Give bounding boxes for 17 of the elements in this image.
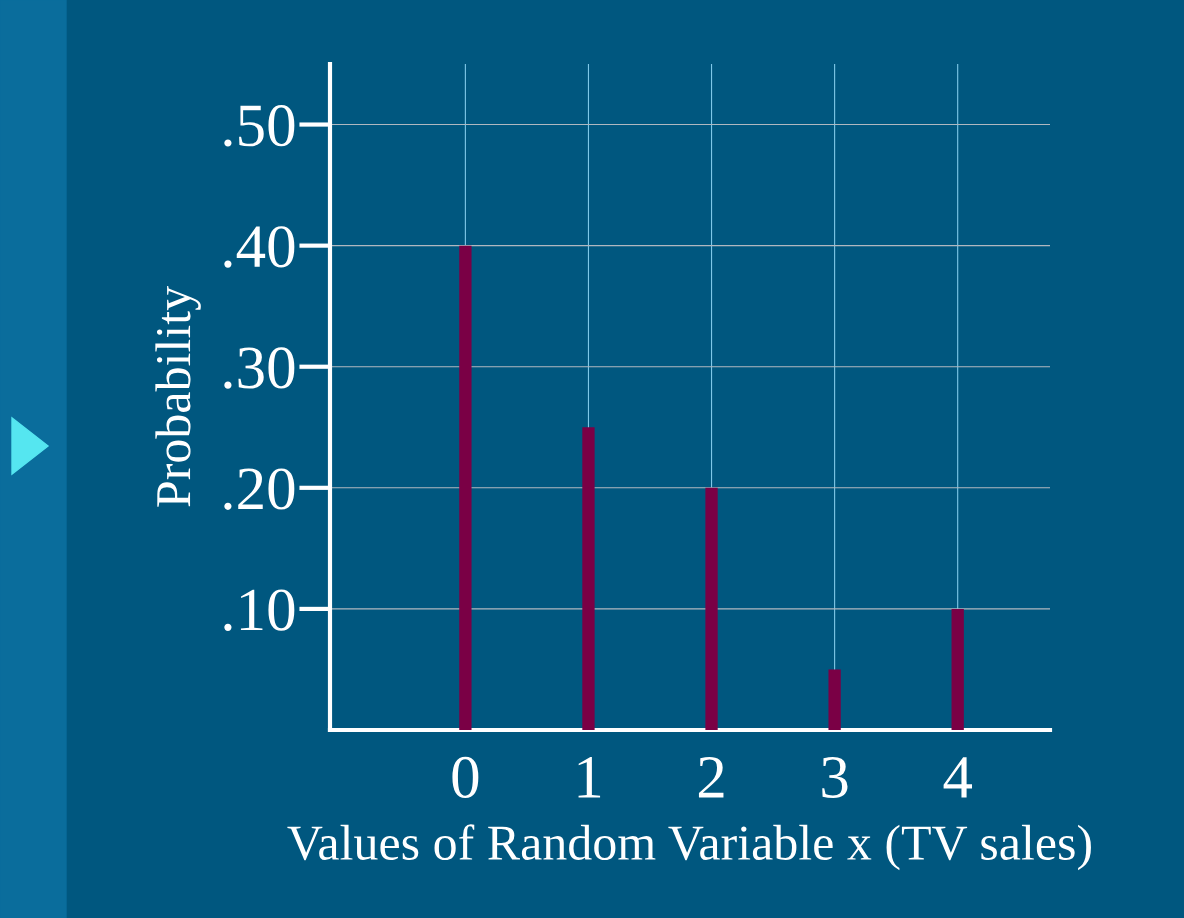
x-tick-label: 0: [452, 756, 479, 799]
y-tick-label: .20: [224, 468, 295, 510]
x-tick-label: 1: [578, 757, 601, 798]
y-tick-label: .30: [224, 347, 295, 389]
bar: [951, 608, 964, 730]
y-tick-label: .50: [224, 105, 295, 147]
bar: [705, 487, 718, 730]
x-tick-label: 3: [822, 756, 848, 799]
y-tick-label: .40: [224, 226, 295, 268]
bar: [459, 245, 472, 730]
bar: [582, 427, 595, 730]
y-tick-label: .10: [224, 589, 295, 631]
bar: [828, 669, 841, 730]
x-tick-label: 2: [698, 756, 724, 798]
x-axis-title: Values of Random Variable x (TV sales): [287, 824, 1091, 871]
x-tick-label: 4: [943, 757, 973, 798]
y-axis-title: Probability: [155, 286, 201, 507]
